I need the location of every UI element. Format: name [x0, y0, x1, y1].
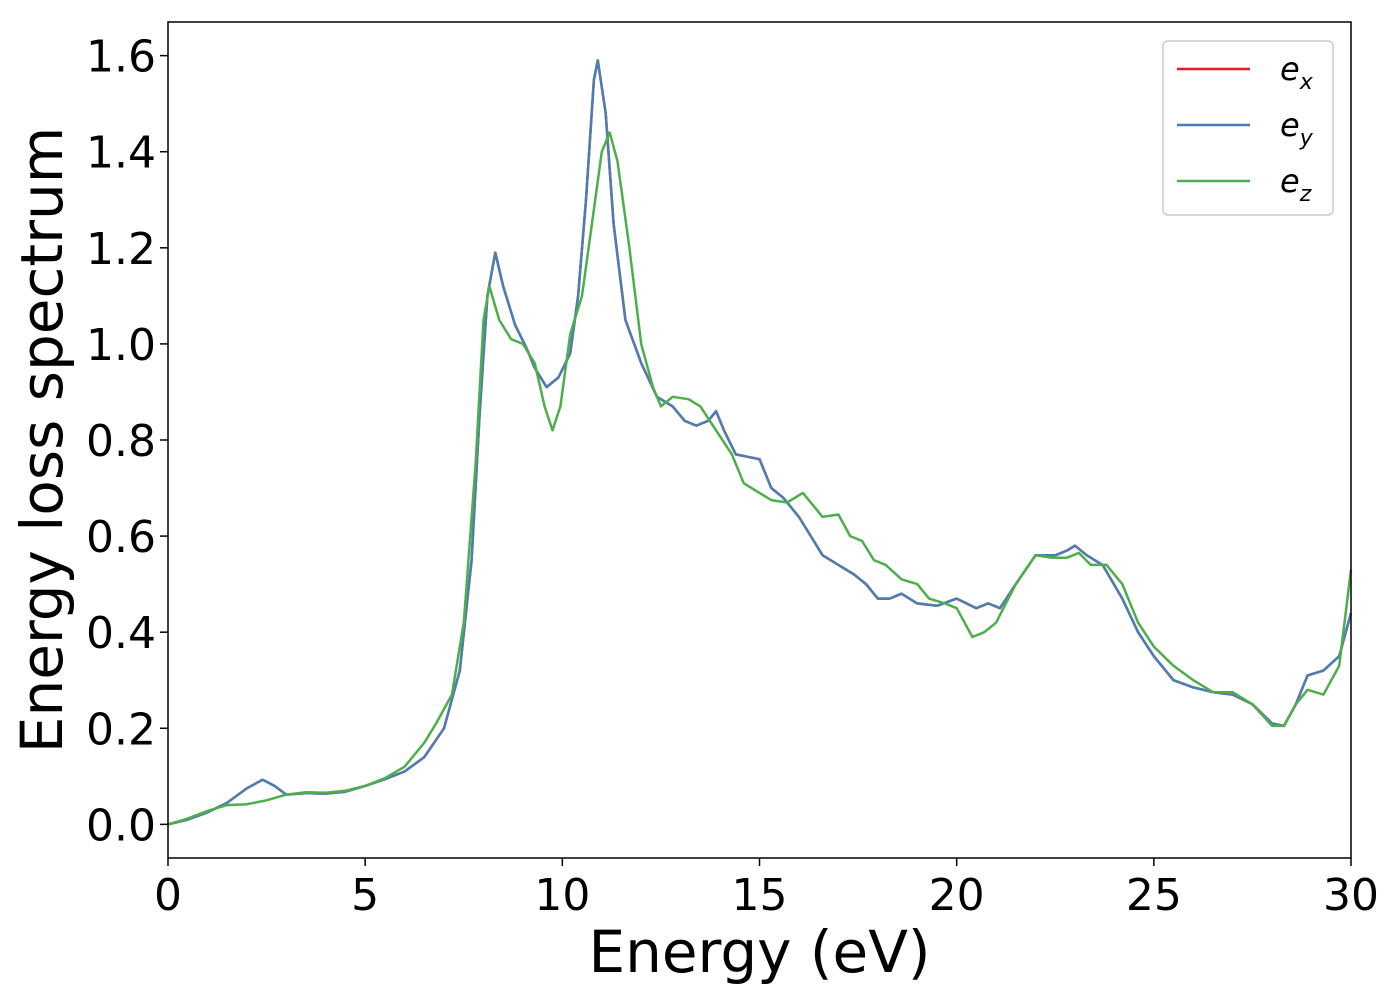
y-tick-label: 0.4 [86, 608, 156, 659]
legend-label-z: ez [1280, 162, 1312, 207]
y-tick-label: 0.0 [86, 800, 156, 851]
legend-label-subscript: z [1299, 182, 1312, 207]
legend-label-main: e [1280, 162, 1300, 200]
legend-label-x: ex [1280, 50, 1314, 95]
y-tick-label: 0.8 [86, 416, 156, 467]
legend-label-subscript: y [1299, 126, 1314, 151]
y-axis-ticks: 0.0 0.2 0.4 0.6 0.8 1.0 1.2 1.4 1.6 [86, 32, 168, 851]
x-tick-label: 30 [1323, 870, 1379, 921]
x-axis-label: Energy (eV) [588, 918, 930, 986]
series-lines [167, 59, 1353, 826]
legend-box [1162, 40, 1334, 216]
y-tick-label: 1.2 [86, 224, 156, 275]
y-tick-label: 0.6 [86, 512, 156, 563]
plot-area [168, 22, 1351, 858]
legend-label-y: ey [1280, 106, 1314, 151]
x-axis-ticks: 0 5 10 15 20 25 30 [154, 858, 1379, 921]
y-tick-label: 1.0 [86, 320, 156, 371]
x-tick-label: 0 [154, 870, 182, 921]
x-tick-label: 10 [534, 870, 590, 921]
series-line-y [167, 59, 1353, 826]
x-tick-label: 25 [1126, 870, 1182, 921]
legend-label-main: e [1280, 106, 1300, 144]
series-line-z [167, 131, 1353, 826]
legend-label-main: e [1280, 50, 1300, 88]
x-tick-label: 5 [351, 870, 379, 921]
y-tick-label: 1.4 [86, 128, 156, 179]
x-tick-label: 15 [732, 870, 788, 921]
y-tick-label: 0.2 [86, 704, 156, 755]
x-tick-label: 20 [929, 870, 985, 921]
y-tick-label: 1.6 [86, 32, 156, 83]
y-axis-label: Energy loss spectrum [8, 127, 76, 753]
legend-label-subscript: x [1299, 70, 1314, 95]
